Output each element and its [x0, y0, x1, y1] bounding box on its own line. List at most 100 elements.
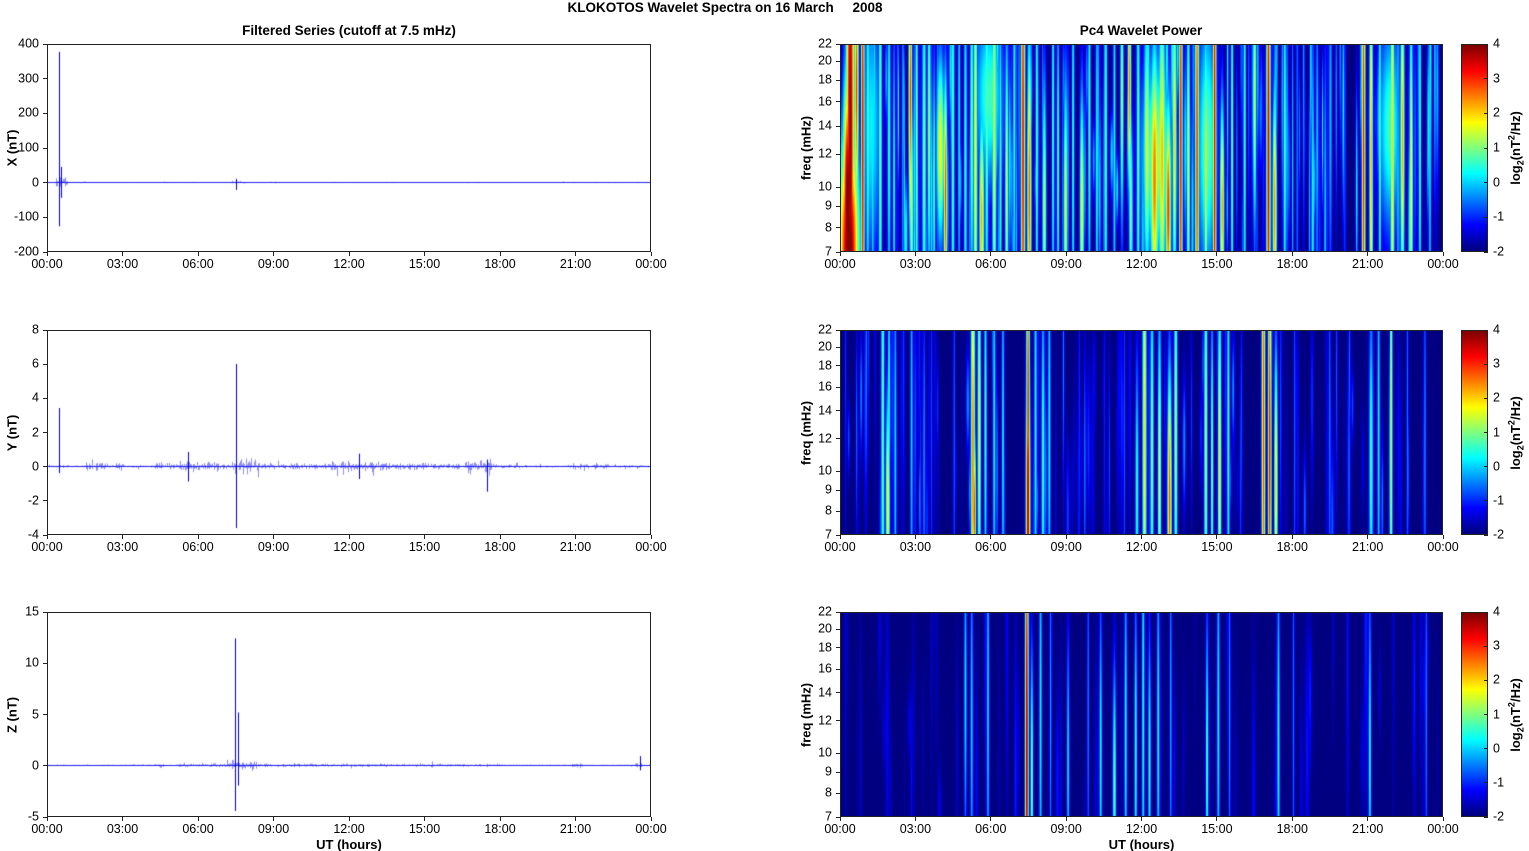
colorbar-2	[1461, 612, 1488, 817]
y-tick-mark	[43, 500, 47, 502]
colorbar-tick-label: -2	[1493, 527, 1505, 542]
freq-tick-label: 14	[818, 403, 832, 418]
y-tick-mark	[43, 432, 47, 433]
colorbar-tick-label: 4	[1493, 604, 1500, 619]
colorbar-tick-mark	[1484, 43, 1488, 45]
colorbar-tick-label: 2	[1493, 105, 1500, 120]
x-tick-mark	[990, 817, 992, 821]
x-tick-mark	[1141, 535, 1142, 539]
x-tick-label: 15:00	[408, 540, 441, 554]
freq-tick-label: 9	[825, 764, 832, 779]
freq-tick-label: 16	[818, 661, 832, 676]
y-tick-label: 15	[25, 604, 39, 619]
freq-tick-mark	[836, 692, 840, 694]
y-tick-mark	[43, 182, 47, 184]
y-wavelet-power-panel	[840, 330, 1443, 535]
x-tick-mark	[990, 535, 992, 539]
x-tick-label: 09:00	[257, 822, 290, 836]
freq-tick-mark	[836, 489, 840, 491]
x-tick-mark	[499, 817, 501, 821]
freq-tick-mark	[836, 43, 840, 45]
x-tick-mark	[424, 817, 425, 821]
freq-tick-mark	[836, 329, 840, 331]
x-tick-mark	[424, 535, 425, 539]
x-tick-label: 00:00	[635, 822, 667, 836]
x-tick-mark	[575, 535, 576, 539]
freq-tick-mark	[836, 534, 840, 536]
freq-tick-label: 10	[818, 179, 832, 194]
colorbar-1	[1461, 330, 1488, 535]
colorbar-2-gradient	[1462, 613, 1487, 816]
x-tick-mark	[1141, 817, 1142, 821]
x-tick-label: 03:00	[899, 257, 932, 271]
x-tick-label: 00:00	[31, 540, 63, 554]
freq-tick-label: 7	[825, 527, 832, 542]
freq-tick-label: 22	[818, 604, 832, 619]
y-tick-mark	[43, 714, 47, 715]
colorbar-tick-label: 1	[1493, 707, 1500, 721]
x-tick-mark	[197, 252, 199, 256]
freq-tick-mark	[836, 510, 840, 512]
freq-tick-label: 16	[818, 379, 832, 394]
colorbar-0-gradient	[1462, 45, 1487, 251]
right-column-title: Pc4 Wavelet Power	[1079, 23, 1203, 38]
x-tick-mark	[273, 817, 274, 821]
freq-tick-mark	[836, 153, 840, 155]
x-tick-mark	[1065, 535, 1067, 539]
colorbar-unit-label: log2(nT2/Hz)	[1506, 677, 1526, 752]
x-tick-mark	[499, 535, 501, 539]
freq-tick-mark	[836, 101, 840, 103]
freq-tick-label: 8	[825, 785, 832, 800]
freq-tick-label: 8	[825, 220, 832, 235]
x-tick-label: 06:00	[975, 822, 1007, 836]
freq-tick-mark	[836, 251, 840, 253]
freq-tick-label: 20	[818, 339, 832, 354]
x-filtered-series-panel	[47, 44, 651, 252]
colorbar-tick-label: -1	[1493, 775, 1505, 790]
x-tick-label: 18:00	[484, 257, 516, 271]
freq-tick-mark	[836, 386, 840, 388]
freq-tick-label: 16	[818, 94, 832, 109]
freq-tick-label: 10	[818, 745, 832, 760]
x-tick-mark	[273, 535, 274, 539]
colorbar-tick-mark	[1484, 748, 1488, 750]
x-tick-label: 09:00	[257, 257, 290, 271]
x-tick-mark	[122, 252, 123, 256]
x-tick-mark	[839, 817, 841, 821]
freq-tick-label: 18	[818, 358, 832, 373]
x-tick-label: 12:00	[1125, 822, 1158, 836]
y-tick-label: 5	[32, 707, 39, 721]
y-tick-mark	[43, 363, 47, 365]
freq-tick-mark	[836, 628, 840, 630]
x-tick-mark	[122, 817, 123, 821]
colorbar-tick-mark	[1484, 645, 1488, 647]
colorbar-tick-label: 3	[1493, 71, 1500, 86]
x-tick-label: 21:00	[559, 257, 592, 271]
freq-tick-mark	[836, 470, 840, 472]
x-tick-mark	[1216, 817, 1218, 821]
x-tick-label: 00:00	[824, 822, 856, 836]
colorbar-tick-mark	[1484, 816, 1488, 818]
x-tick-label: 15:00	[1201, 540, 1233, 554]
x-tick-label: 12:00	[1125, 257, 1158, 271]
z-filtered-series-x-axis-label: UT (hours)	[316, 837, 382, 851]
freq-tick-mark	[836, 752, 840, 754]
colorbar-tick-mark	[1484, 251, 1488, 253]
colorbar-tick-mark	[1484, 782, 1488, 784]
x-tick-label: 00:00	[1427, 257, 1459, 271]
freq-tick-label: 7	[825, 244, 832, 259]
x-tick-label: 03:00	[899, 822, 932, 836]
x-tick-label: 06:00	[182, 257, 214, 271]
z-wavelet-power-plot	[841, 613, 1442, 816]
x-tick-mark	[1442, 535, 1444, 539]
y-tick-label: 6	[32, 356, 39, 371]
x-tick-mark	[1442, 252, 1444, 256]
colorbar-tick-mark	[1484, 714, 1488, 715]
x-tick-label: 00:00	[1427, 822, 1459, 836]
x-tick-label: 21:00	[559, 540, 592, 554]
colorbar-tick-mark	[1484, 466, 1488, 468]
y-tick-label: 8	[32, 322, 39, 337]
y-tick-mark	[43, 216, 47, 218]
freq-tick-mark	[836, 79, 840, 81]
y-tick-label: -4	[27, 527, 39, 542]
